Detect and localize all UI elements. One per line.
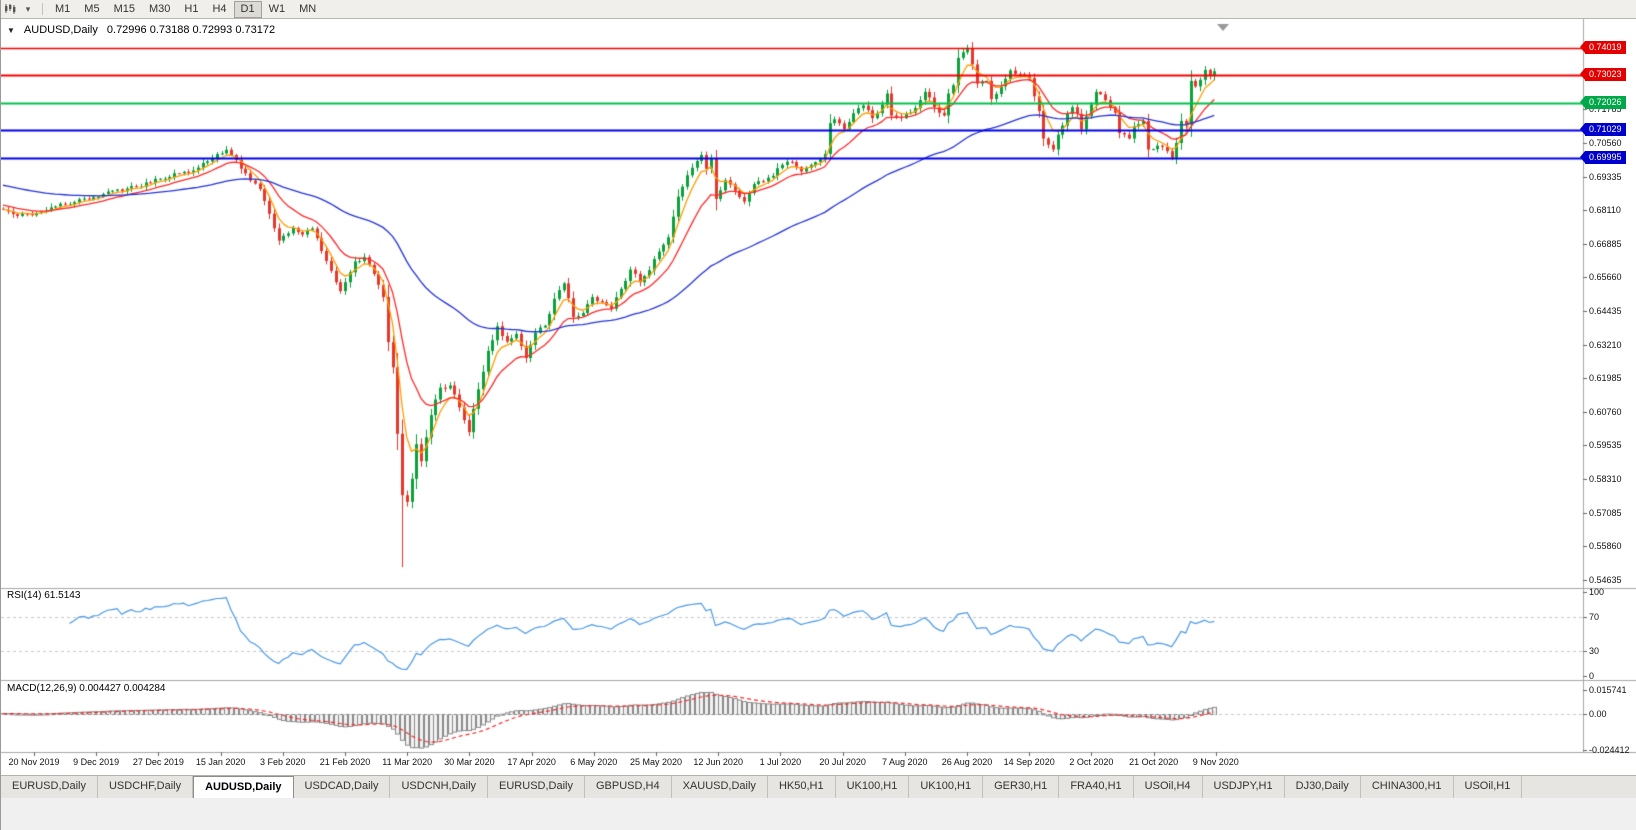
price-chart-canvas[interactable] <box>1 18 1636 775</box>
timeframe-button-d1[interactable]: D1 <box>233 0 262 18</box>
macd-tick-label: 0.00 <box>1589 708 1607 719</box>
price-tick-label: 0.54635 <box>1589 574 1622 585</box>
rsi-tick-label: 70 <box>1589 612 1600 623</box>
candlestick-chart-icon[interactable] <box>1 2 19 17</box>
price-tick-label: 0.55860 <box>1589 541 1622 552</box>
timeframe-buttons-group: M1 M5 M15 M30 H1 H4 D1 W1 MN <box>48 0 323 18</box>
timeframe-button-m1[interactable]: M1 <box>55 2 71 15</box>
price-level-badge[interactable]: 0.71029 <box>1580 123 1626 137</box>
chart-tab-gbpusd-h4[interactable]: GBPUSD,H4 <box>585 776 672 798</box>
chart-tab-usoil-h4[interactable]: USOil,H4 <box>1133 776 1203 798</box>
bottom-strip <box>1 798 1636 830</box>
date-tick-label: 11 Mar 2020 <box>382 757 433 767</box>
date-tick-label: 26 Aug 2020 <box>941 757 993 767</box>
price-tick-label: 0.61985 <box>1589 373 1622 384</box>
rsi-tick-label: 100 <box>1589 587 1605 597</box>
date-tick-label: 27 Dec 2019 <box>132 757 184 767</box>
chart-tab-usdjpy-h1[interactable]: USDJPY,H1 <box>1202 776 1285 798</box>
price-level-badge-arrow <box>1580 41 1585 53</box>
timeframe-button-h1[interactable]: H1 <box>184 2 199 15</box>
chart-tab-usdchf-daily[interactable]: USDCHF,Daily <box>97 776 194 798</box>
price-level-badge[interactable]: 0.72026 <box>1580 95 1626 109</box>
chart-tab-ger30-h1[interactable]: GER30,H1 <box>983 776 1060 798</box>
chart-tab-hk50-h1[interactable]: HK50,H1 <box>767 776 836 798</box>
date-tick-label: 9 Dec 2019 <box>73 757 120 767</box>
chart-tab-uk100-h1[interactable]: UK100,H1 <box>909 776 984 798</box>
macd-tick-label: -0.024412 <box>1589 745 1630 755</box>
price-tick-label: 0.70560 <box>1589 137 1622 148</box>
date-tick-label: 17 Apr 2020 <box>507 757 556 767</box>
date-tick-label: 20 Nov 2019 <box>8 757 60 767</box>
price-tick-label: 0.71785 <box>1589 104 1622 115</box>
chart-tab-audusd-daily[interactable]: AUDUSD,Daily <box>193 776 294 798</box>
timeframe-button-m15[interactable]: M15 <box>113 2 135 15</box>
date-tick-label: 21 Feb 2020 <box>319 757 371 767</box>
date-tick-label: 14 Sep 2020 <box>1003 757 1055 767</box>
price-level-badge[interactable]: 0.74019 <box>1580 41 1626 54</box>
date-tick-label: 9 Nov 2020 <box>1192 757 1239 767</box>
date-tick-label: 2 Oct 2020 <box>1069 757 1114 767</box>
price-tick-label: 0.68110 <box>1589 205 1621 216</box>
price-tick-label: 0.64435 <box>1589 305 1622 316</box>
price-tick-label: 0.60760 <box>1589 406 1622 417</box>
chart-tab-usdcnh-daily[interactable]: USDCNH,Daily <box>390 776 489 798</box>
price-tick-label: 0.63210 <box>1589 339 1622 350</box>
rsi-label: RSI(14) 61.5143 <box>7 590 81 601</box>
chart-dropdown-icon[interactable]: ▼ <box>7 25 15 35</box>
toolbar-separator <box>42 3 43 15</box>
chart-tab-china300-h1[interactable]: CHINA300,H1 <box>1360 776 1454 798</box>
timeframe-button-h4[interactable]: H4 <box>212 2 227 15</box>
timeframe-button-m30[interactable]: M30 <box>148 2 171 15</box>
chart-symbol-label: AUDUSD,Daily <box>23 24 98 36</box>
date-tick-label: 20 Jul 2020 <box>819 757 866 767</box>
date-tick-label: 6 May 2020 <box>570 757 618 767</box>
chart-header: ▼ AUDUSD,Daily 0.72996 0.73188 0.72993 0… <box>7 24 275 36</box>
date-tick-label: 12 Jun 2020 <box>693 757 743 767</box>
timeframe-button-mn[interactable]: MN <box>299 2 317 15</box>
top-toolbar: ▾ M1 M5 M15 M30 H1 H4 D1 W1 MN <box>1 0 1636 19</box>
macd-tick-label: 0.015741 <box>1589 685 1627 695</box>
date-tick-label: 21 Oct 2020 <box>1129 757 1179 767</box>
chart-ohlc-values: 0.72996 0.73188 0.72993 0.73172 <box>106 24 276 36</box>
chart-tab-usoil-h1[interactable]: USOil,H1 <box>1453 776 1523 798</box>
date-tick-label: 25 May 2020 <box>629 757 683 767</box>
date-tick-label: 1 Jul 2020 <box>759 757 802 767</box>
chart-tab-uk100-h1[interactable]: UK100,H1 <box>835 776 910 798</box>
chart-tab-eurusd-daily[interactable]: EURUSD,Daily <box>488 776 585 798</box>
chart-tab-bar: EURUSD,Daily USDCHF,Daily AUDUSD,Daily USDC… <box>1 775 1636 798</box>
price-level-badge-arrow <box>1580 151 1585 164</box>
chart-tab-dj30-daily[interactable]: DJ30,Daily <box>1284 776 1361 798</box>
price-level-badge-arrow <box>1580 68 1585 81</box>
price-level-badge-arrow <box>1580 95 1585 108</box>
price-level-badge-arrow <box>1580 123 1585 136</box>
price-tick-label: 0.69335 <box>1589 171 1622 182</box>
price-tick-label: 0.66885 <box>1589 238 1622 249</box>
chart-tab-xauusd-daily[interactable]: XAUUSD,Daily <box>671 776 768 798</box>
dropdown-caret-icon[interactable]: ▾ <box>25 3 31 14</box>
date-tick-label: 7 Aug 2020 <box>882 757 928 767</box>
timeframe-button-m5[interactable]: M5 <box>84 2 100 15</box>
price-level-badge[interactable]: 0.73023 <box>1580 68 1626 82</box>
chart-tab-usdcad-daily[interactable]: USDCAD,Daily <box>293 776 391 798</box>
rsi-tick-label: 0 <box>1589 671 1595 681</box>
chart-tab-eurusd-daily[interactable]: EURUSD,Daily <box>1 776 98 798</box>
rsi-tick-label: 30 <box>1589 645 1600 656</box>
date-tick-label: 3 Feb 2020 <box>260 757 306 767</box>
date-tick-label: 15 Jan 2020 <box>195 757 246 767</box>
price-tick-label: 0.59535 <box>1589 440 1622 451</box>
price-tick-label: 0.58310 <box>1589 474 1622 485</box>
chart-window: ▼ AUDUSD,Daily 0.72996 0.73188 0.72993 0… <box>1 18 1636 775</box>
chart-tab-fra40-h1[interactable]: FRA40,H1 <box>1059 776 1134 798</box>
macd-label: MACD(12,26,9) 0.004427 0.004284 <box>7 683 166 694</box>
price-tick-label: 0.57085 <box>1589 507 1622 518</box>
timeframe-button-w1[interactable]: W1 <box>268 2 286 15</box>
price-tick-label: 0.65660 <box>1589 272 1622 283</box>
date-tick-label: 30 Mar 2020 <box>444 757 495 767</box>
price-level-badge[interactable]: 0.69995 <box>1580 151 1626 165</box>
